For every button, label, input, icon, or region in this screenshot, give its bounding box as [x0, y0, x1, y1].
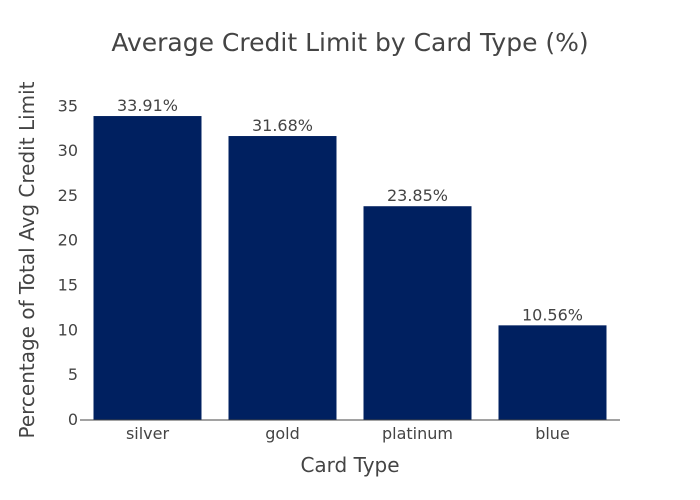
x-tick-label-platinum: platinum [382, 424, 453, 443]
data-label-blue: 10.56% [522, 305, 583, 324]
bar-gold[interactable] [228, 136, 337, 420]
data-label-gold: 31.68% [252, 116, 313, 135]
plot-area: 0 5 10 15 20 25 30 35 33.91% silver 31.68% gold 23.8… [58, 96, 607, 443]
x-tick-label-gold: gold [265, 424, 300, 443]
data-label-silver: 33.91% [117, 96, 178, 115]
x-tick-label-silver: silver [126, 424, 170, 443]
data-label-platinum: 23.85% [387, 186, 448, 205]
y-tick-label: 0 [68, 410, 78, 429]
chart-title: Average Credit Limit by Card Type (%) [111, 28, 588, 57]
bar-silver[interactable] [93, 116, 202, 421]
bar-blue[interactable] [498, 325, 607, 420]
x-tick-label-blue: blue [535, 424, 570, 443]
x-axis-title: Card Type [300, 453, 399, 477]
y-tick-label: 25 [58, 186, 78, 205]
y-tick-label: 35 [58, 96, 78, 115]
y-axis-title: Percentage of Total Avg Credit Limit [15, 81, 39, 438]
y-tick-label: 10 [58, 320, 78, 339]
y-tick-label: 5 [68, 365, 78, 384]
y-tick-label: 15 [58, 276, 78, 295]
y-tick-label: 20 [58, 231, 78, 250]
bar-platinum[interactable] [363, 206, 472, 420]
y-tick-label: 30 [58, 141, 78, 160]
